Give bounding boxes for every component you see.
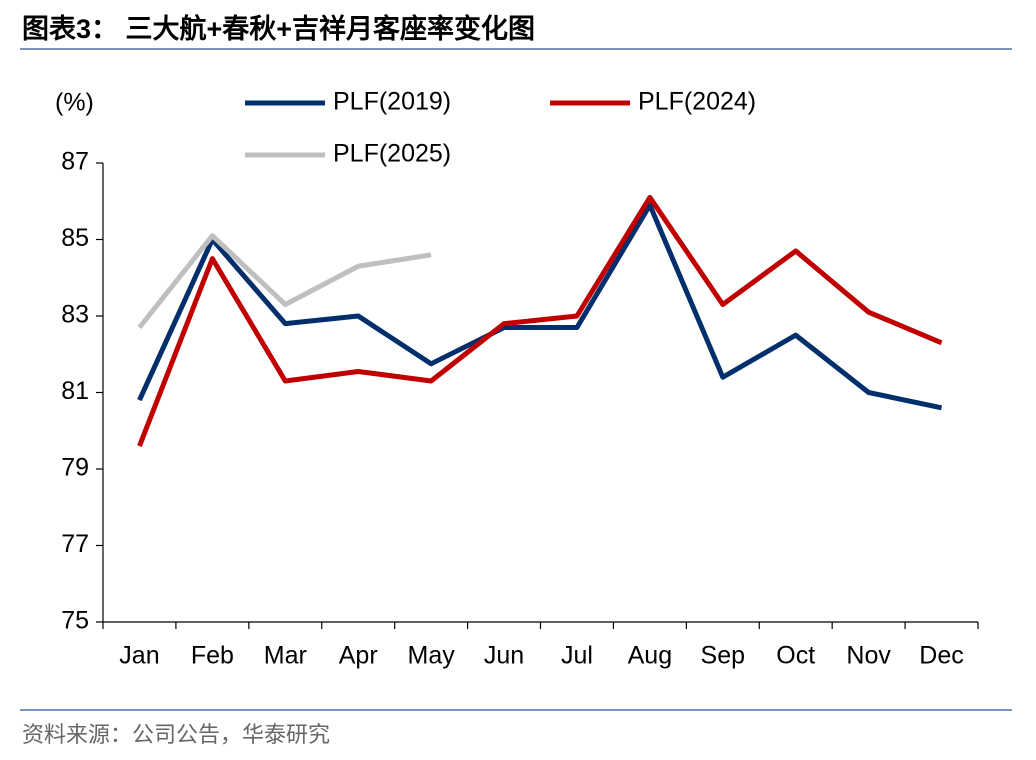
x-tick-label: Feb	[191, 642, 234, 670]
y-tick-label: 75	[61, 607, 89, 635]
source: 资料来源：公司公告，华泰研究	[22, 722, 330, 747]
x-tick-label: Aug	[628, 642, 672, 670]
chart-title: 图表3： 三大航+春秋+吉祥月客座率变化图	[22, 13, 535, 44]
y-tick-label: 87	[61, 148, 89, 176]
x-tick-label: Nov	[846, 642, 891, 670]
series-line	[137, 194, 943, 447]
x-tick-label: Dec	[919, 642, 963, 670]
x-tick-label: May	[408, 642, 456, 670]
x-tick-label: Jan	[119, 642, 159, 670]
x-tick-label: Oct	[776, 642, 815, 670]
y-tick-label: 79	[61, 454, 89, 482]
y-axis-label: (%)	[55, 89, 94, 117]
x-tick-label: Jun	[484, 642, 524, 670]
x-tick-label: Jul	[561, 642, 593, 670]
y-tick-label: 85	[61, 224, 89, 252]
series-line	[137, 233, 432, 330]
y-tick-label: 81	[61, 377, 89, 405]
legend-label: PLF(2025)	[333, 140, 451, 168]
x-tick-label: Sep	[701, 642, 745, 670]
x-tick-label: Mar	[264, 642, 307, 670]
x-tick-label: Apr	[339, 642, 378, 670]
series-line	[137, 202, 943, 411]
legend-label: PLF(2024)	[638, 88, 756, 116]
legend-label: PLF(2019)	[333, 88, 451, 116]
y-tick-label: 83	[61, 301, 89, 329]
y-tick-label: 77	[61, 530, 89, 558]
